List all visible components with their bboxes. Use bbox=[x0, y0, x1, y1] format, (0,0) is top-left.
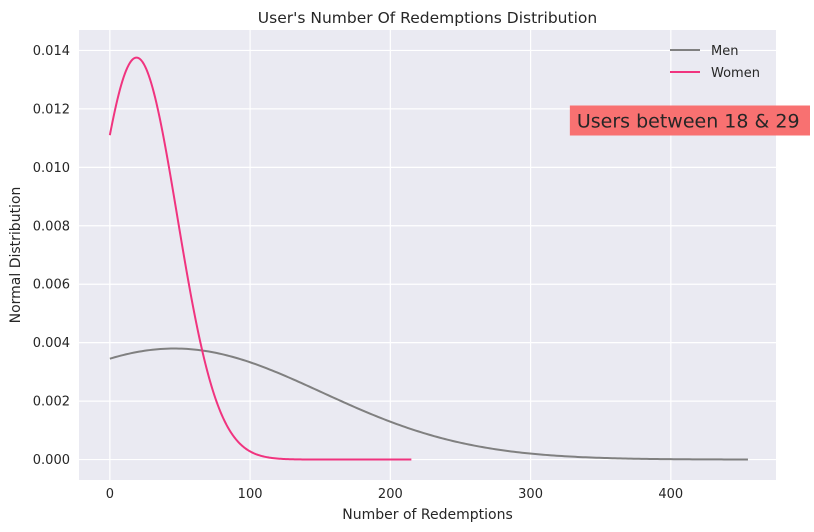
grid bbox=[79, 30, 776, 480]
legend-label-men: Men bbox=[711, 44, 738, 59]
annotation-text: Users between 18 & 29 bbox=[577, 111, 800, 133]
series-line-women bbox=[108, 56, 412, 461]
series-lines bbox=[108, 56, 748, 461]
y-tick-label: 0.012 bbox=[33, 102, 70, 117]
y-tick-label: 0.008 bbox=[33, 219, 70, 234]
series-line-men bbox=[109, 347, 748, 461]
y-tick-label: 0.010 bbox=[33, 161, 70, 176]
legend: Men Women bbox=[670, 44, 760, 81]
y-tick-label: 0.006 bbox=[33, 278, 70, 293]
y-axis-label: Normal Distribution bbox=[8, 187, 24, 324]
y-tick-label: 0.014 bbox=[33, 44, 70, 59]
x-tick-label: 100 bbox=[238, 487, 263, 502]
annotation-box bbox=[569, 105, 810, 136]
y-tick-label: 0.004 bbox=[33, 336, 70, 351]
x-tick-label: 300 bbox=[518, 487, 543, 502]
x-axis-ticks: 0 100 200 300 400 bbox=[106, 487, 684, 502]
x-tick-label: 400 bbox=[658, 487, 683, 502]
plot-background bbox=[79, 30, 776, 480]
annotation: Users between 18 & 29 bbox=[569, 105, 810, 136]
x-axis-label: Number of Redemptions bbox=[342, 507, 512, 523]
y-tick-label: 0.000 bbox=[33, 453, 70, 468]
y-tick-label: 0.002 bbox=[33, 395, 70, 410]
x-tick-label: 200 bbox=[378, 487, 403, 502]
legend-label-women: Women bbox=[711, 66, 760, 81]
chart-title: User's Number Of Redemptions Distributio… bbox=[258, 9, 597, 27]
y-axis-ticks: 0.000 0.002 0.004 0.006 0.008 0.010 0.012 0.014 bbox=[33, 44, 70, 468]
x-tick-label: 0 bbox=[106, 487, 114, 502]
